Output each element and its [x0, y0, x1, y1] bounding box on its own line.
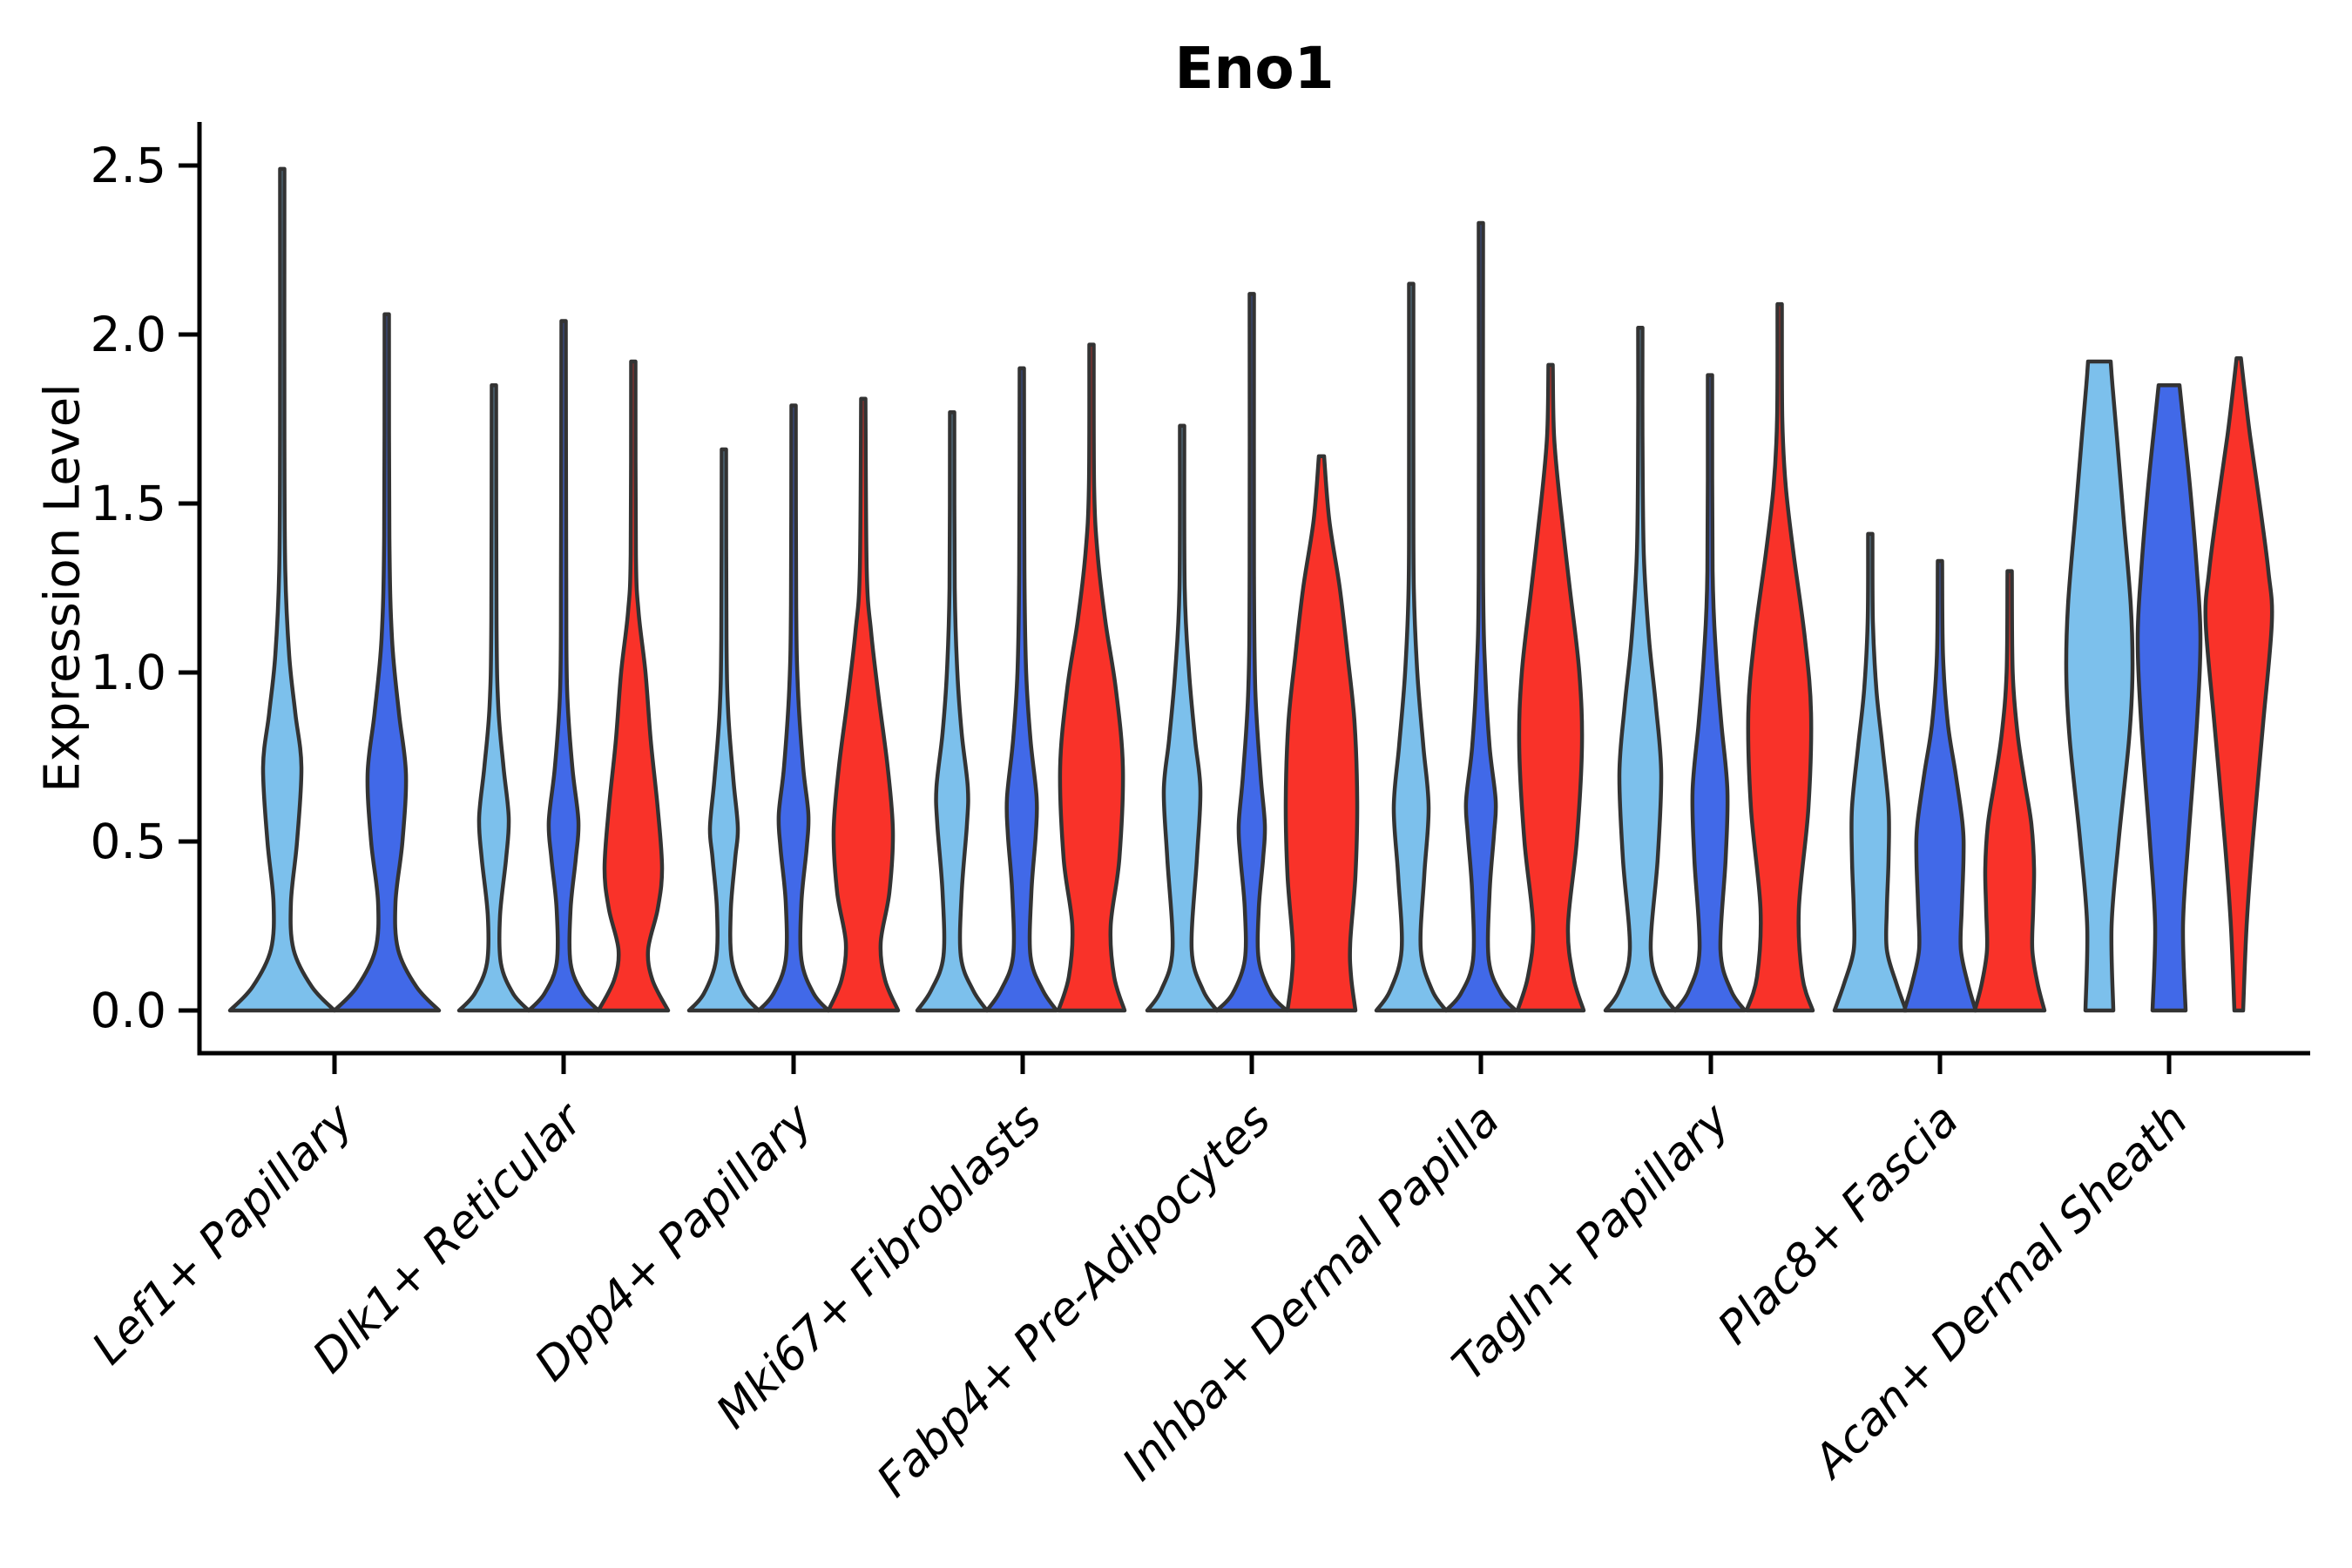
- violin-dpp4-papillary-royalblue: [756, 403, 831, 1013]
- violin-plac8-fascia-red: [1972, 569, 2047, 1013]
- violin-dlk1-reticular-skyblue: [456, 382, 531, 1013]
- violin-dpp4-papillary-skyblue: [686, 447, 761, 1013]
- violin-mki67-fibroblasts-red: [1056, 342, 1127, 1013]
- violin-acan-dermal-sheath-royalblue: [2135, 382, 2203, 1013]
- y-tick-label: 1.0: [91, 645, 166, 700]
- y-tick-label: 1.5: [91, 476, 166, 531]
- violin-tagln-papillary-skyblue: [1603, 325, 1678, 1013]
- violin-dlk1-reticular-red: [596, 359, 671, 1013]
- y-axis-label: Expression Level: [34, 383, 91, 793]
- violin-fabp4-pre-adipocytes-red: [1283, 454, 1360, 1013]
- violin-inhba-dermal-papilla-royalblue: [1443, 220, 1518, 1013]
- violin-dlk1-reticular-royalblue: [526, 319, 601, 1013]
- x-tick-label: Plac8+ Fascia: [1708, 1094, 1969, 1355]
- x-tick-label: Inhba+ Dermal Papilla: [1112, 1094, 1510, 1491]
- violin-fabp4-pre-adipocytes-skyblue: [1145, 423, 1220, 1013]
- y-tick-label: 0.0: [91, 983, 166, 1038]
- violin-dpp4-papillary-red: [826, 396, 901, 1013]
- violin-plac8-fascia-royalblue: [1902, 558, 1978, 1013]
- violin-acan-dermal-sheath-red: [2203, 355, 2274, 1013]
- chart-title: Eno1: [1174, 35, 1335, 102]
- violin-mki67-fibroblasts-skyblue: [915, 409, 990, 1013]
- x-tick-label: Acan+ Dermal Sheath: [1802, 1094, 2198, 1490]
- y-tick-label: 0.5: [91, 814, 166, 869]
- x-tick-label: Fabp4+ Pre-Adipocytes: [868, 1094, 1281, 1508]
- y-tick-label: 2.0: [91, 307, 166, 362]
- violin-lef1-papillary-royalblue: [332, 312, 442, 1013]
- violin-acan-dermal-sheath-skyblue: [2064, 359, 2135, 1013]
- y-tick-label: 2.5: [91, 138, 166, 193]
- violin-inhba-dermal-papilla-red: [1515, 362, 1586, 1013]
- violin-plac8-fascia-skyblue: [1832, 531, 1909, 1013]
- violin-tagln-papillary-red: [1744, 301, 1815, 1013]
- violin-mki67-fibroblasts-royalblue: [984, 366, 1059, 1013]
- violin-tagln-papillary-royalblue: [1673, 373, 1747, 1013]
- violin-fabp4-pre-adipocytes-royalblue: [1214, 292, 1289, 1013]
- violin-lef1-papillary-skyblue: [227, 166, 337, 1013]
- violin-inhba-dermal-papilla-skyblue: [1374, 281, 1449, 1013]
